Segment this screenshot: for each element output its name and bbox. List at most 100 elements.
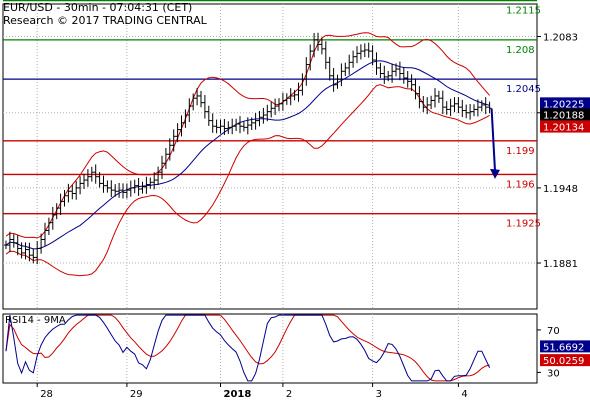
rsi-line bbox=[5, 314, 491, 382]
chart-title: EUR/USD - 30min - 07:04:31 (CET) bbox=[3, 1, 193, 14]
price-bar bbox=[15, 235, 20, 256]
price-bar bbox=[89, 166, 94, 182]
price-bar bbox=[238, 116, 242, 134]
price-bar bbox=[62, 190, 67, 207]
price-bar bbox=[249, 117, 254, 130]
price-bar bbox=[82, 173, 86, 190]
price-bar bbox=[355, 46, 359, 64]
price-bar bbox=[288, 88, 293, 106]
price-bar bbox=[343, 62, 348, 77]
price-tick-label: 1.1948 bbox=[543, 184, 578, 195]
rsi-ma-line bbox=[5, 314, 490, 382]
price-bar bbox=[171, 129, 176, 152]
forecast-arrow bbox=[490, 108, 500, 179]
price-bar bbox=[331, 67, 336, 92]
price-bar bbox=[405, 71, 410, 88]
price-bar bbox=[156, 166, 161, 186]
price-bar bbox=[23, 242, 28, 260]
price-tag-label: 1.20134 bbox=[543, 123, 584, 134]
price-bar bbox=[366, 42, 371, 58]
price-bar bbox=[85, 169, 90, 187]
price-bar bbox=[280, 92, 285, 111]
price-bar bbox=[121, 183, 125, 199]
price-bar bbox=[413, 78, 418, 100]
price-bar bbox=[339, 63, 344, 87]
price-panel-frame bbox=[2, 3, 538, 310]
time-tick-label: 28 bbox=[40, 389, 53, 400]
price-bar bbox=[39, 233, 44, 254]
price-bar bbox=[327, 56, 332, 81]
price-bar bbox=[19, 242, 24, 259]
price-bar bbox=[292, 89, 297, 101]
price-bar bbox=[308, 44, 313, 71]
price-tag-label: 1.20225 bbox=[543, 99, 584, 110]
price-bar bbox=[226, 121, 231, 134]
level-label-pivot: 1.2045 bbox=[506, 84, 541, 95]
price-bar bbox=[440, 90, 445, 115]
price-bar bbox=[31, 248, 36, 264]
price-bar bbox=[46, 217, 51, 235]
price-bar bbox=[222, 118, 227, 135]
price-bar bbox=[370, 45, 375, 66]
price-bar bbox=[409, 74, 414, 92]
price-bar bbox=[468, 103, 473, 120]
price-bar bbox=[448, 98, 453, 116]
price-bar bbox=[66, 183, 71, 203]
rsi-label: RSI14 - 9MA bbox=[5, 315, 66, 326]
price-bars bbox=[4, 32, 492, 265]
price-bar bbox=[234, 118, 239, 131]
price-bar bbox=[347, 54, 352, 75]
price-bar bbox=[105, 180, 110, 193]
price-bar bbox=[74, 180, 79, 200]
price-bar bbox=[179, 115, 184, 137]
price-bar bbox=[167, 138, 172, 161]
price-bar bbox=[374, 52, 379, 75]
price-bar bbox=[269, 101, 274, 118]
price-bar bbox=[436, 90, 441, 103]
price-bar bbox=[335, 74, 340, 89]
price-bar bbox=[58, 193, 63, 216]
price-bar bbox=[323, 41, 328, 70]
time-tick-label: 3 bbox=[376, 389, 382, 400]
price-bar bbox=[475, 99, 480, 117]
price-bar bbox=[187, 98, 192, 123]
price-bar bbox=[265, 104, 270, 122]
price-tag-label: 1.20188 bbox=[543, 111, 584, 122]
price-bar bbox=[456, 97, 461, 114]
price-bar bbox=[245, 117, 250, 135]
price-tick-label: 1.2083 bbox=[543, 33, 578, 44]
price-bar bbox=[452, 97, 457, 113]
price-bar bbox=[202, 94, 207, 119]
price-bar bbox=[148, 177, 153, 189]
price-tag-box bbox=[540, 120, 590, 133]
price-bar bbox=[378, 62, 383, 79]
bollinger-lower bbox=[5, 84, 490, 277]
level-label-resistance: 1.2115 bbox=[506, 6, 541, 17]
rsi-panel: RSI14 - 9MA 70 30 51.6692 50.0259 bbox=[5, 314, 590, 382]
time-tick-label: 4 bbox=[461, 389, 467, 400]
price-bar bbox=[429, 95, 434, 110]
price-bar bbox=[304, 57, 309, 86]
price-bar bbox=[113, 184, 118, 197]
price-bar bbox=[163, 147, 168, 169]
price-bar bbox=[144, 176, 149, 194]
price-bar bbox=[358, 44, 363, 60]
price-bar bbox=[54, 203, 59, 220]
price-bar bbox=[382, 65, 387, 84]
price-bar bbox=[433, 88, 437, 108]
time-tick-label: 2 bbox=[286, 389, 292, 400]
price-bar bbox=[35, 241, 40, 265]
price-bar bbox=[97, 172, 102, 188]
level-label-support: 1.1925 bbox=[506, 219, 541, 230]
chart-grid bbox=[2, 3, 538, 384]
price-bar bbox=[160, 155, 164, 179]
time-axis: 28 29 2018 2 3 4 bbox=[36, 383, 468, 400]
price-bar bbox=[241, 121, 246, 132]
price-bar bbox=[312, 33, 317, 58]
price-bar bbox=[70, 184, 75, 200]
price-bar bbox=[362, 43, 367, 58]
bollinger-bands bbox=[5, 32, 490, 277]
price-bar bbox=[101, 175, 106, 193]
price-bar bbox=[319, 38, 324, 55]
